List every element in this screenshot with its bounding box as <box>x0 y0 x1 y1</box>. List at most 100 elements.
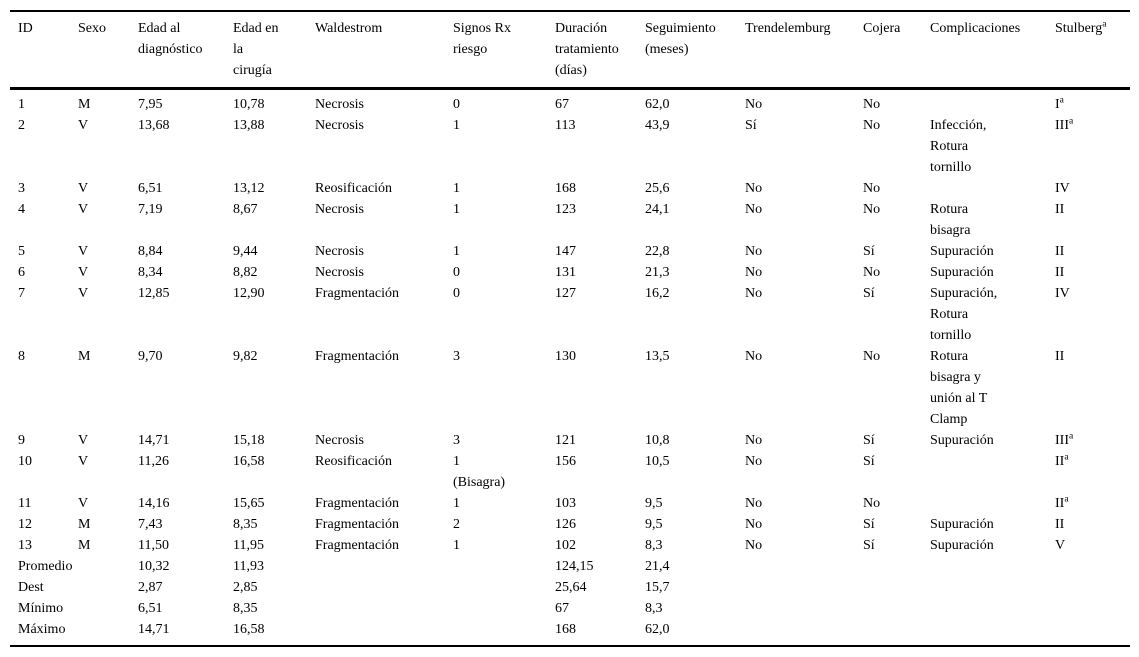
table-cell <box>737 577 855 598</box>
table-cell: II <box>1055 244 1065 259</box>
table-row: 5 V 8,84 9,44 Necrosis 1 147 22,8 No Sí Supuración… <box>10 241 1130 262</box>
column-header: Stulberga <box>1055 19 1107 36</box>
table-cell: No <box>745 349 763 364</box>
table-cell: 7,95 <box>138 97 163 112</box>
table-cell: IIa <box>1055 494 1069 511</box>
table-cell: II <box>1055 517 1065 532</box>
table-cell: 16,58 <box>233 622 265 637</box>
table-cell: 4 <box>18 202 25 217</box>
table-cell: Fragmentación <box>315 517 399 532</box>
table-cell <box>855 619 922 646</box>
column-header: Seguimiento (meses) <box>645 21 716 57</box>
table-cell: No <box>863 265 881 280</box>
table-cell: 67 <box>555 97 569 112</box>
table-cell: 11,26 <box>138 454 169 469</box>
table-cell: No <box>863 181 881 196</box>
table-row: 9 V 14,71 15,18 Necrosis 3 121 10,8 No Sí Supuraci… <box>10 430 1130 451</box>
table-cell: 3 <box>453 433 460 448</box>
table-cell: Sí <box>745 118 757 133</box>
table-row: 6 V 8,34 8,82 Necrosis 0 131 21,3 No No Supuración… <box>10 262 1130 283</box>
table-cell: 3 <box>453 349 460 364</box>
table-cell: Rotura bisagra y unión al T Clamp <box>930 349 988 427</box>
footnote-marker: a <box>1064 452 1069 463</box>
table-cell: 12,85 <box>138 286 170 301</box>
table-cell: 10,32 <box>138 559 170 574</box>
table-cell: 12 <box>18 517 32 532</box>
table-row: 12 M 7,43 8,35 Fragmentación 2 126 9,5 No Sí Supur… <box>10 514 1130 535</box>
table-cell: Sí <box>863 538 875 553</box>
table-cell: 13,68 <box>138 118 170 133</box>
table-cell: Infección, Rotura tornillo <box>930 118 987 175</box>
footnote-marker: a <box>1069 116 1074 127</box>
table-cell <box>307 556 445 577</box>
table-cell: No <box>745 496 763 511</box>
table-cell <box>1047 619 1130 646</box>
table-cell: IIIa <box>1055 116 1074 133</box>
table-cell <box>922 619 1047 646</box>
table-cell: V <box>78 433 89 448</box>
table-cell: No <box>863 97 881 112</box>
table-cell: IV <box>1055 286 1070 301</box>
table-cell: 22,8 <box>645 244 670 259</box>
table-cell: Necrosis <box>315 118 364 133</box>
footnote-marker: a <box>1059 95 1064 106</box>
patient-data-table: ID Sexo Edad al diagnóstico Edad en la ciru… <box>10 10 1130 647</box>
table-cell <box>1047 577 1130 598</box>
table-cell: Sí <box>863 244 875 259</box>
table-cell: Fragmentación <box>315 286 399 301</box>
table-cell: 8,34 <box>138 265 163 280</box>
table-cell: 8,35 <box>233 601 258 616</box>
column-header: Complicaciones <box>930 21 1021 36</box>
table-cell: No <box>745 244 763 259</box>
table-row: Máximo 14,71 16,58 168 62,0 <box>10 619 1130 646</box>
table-cell: 13,12 <box>233 181 265 196</box>
table-cell: No <box>745 454 763 469</box>
table-cell: 3 <box>18 181 25 196</box>
table-cell: No <box>745 97 763 112</box>
table-cell: 14,71 <box>138 622 170 637</box>
table-cell: 16,2 <box>645 286 670 301</box>
table-cell: 21,3 <box>645 265 670 280</box>
table-cell <box>737 598 855 619</box>
table-cell <box>737 619 855 646</box>
table-cell: No <box>745 181 763 196</box>
table-cell <box>737 556 855 577</box>
table-cell: Ia <box>1055 95 1064 112</box>
table-cell: 13,5 <box>645 349 670 364</box>
footnote-marker: a <box>1102 19 1107 30</box>
table-row: 11 V 14,16 15,65 Fragmentación 1 103 9,5 No No IIa <box>10 493 1130 514</box>
table-cell: 2,85 <box>233 580 258 595</box>
table-cell <box>307 598 445 619</box>
table-row: Dest 2,87 2,85 25,64 15,7 <box>10 577 1130 598</box>
column-header: Waldestrom <box>315 21 383 36</box>
table-cell: V <box>78 202 89 217</box>
table-row: 1 M 7,95 10,78 Necrosis 0 67 62,0 No No Ia <box>10 89 1130 116</box>
table-cell: 9 <box>18 433 25 448</box>
table-cell: 24,1 <box>645 202 670 217</box>
table-cell: 11,93 <box>233 559 264 574</box>
table-cell: Promedio <box>18 559 73 574</box>
table-cell: V <box>78 286 89 301</box>
table-cell: 13,88 <box>233 118 265 133</box>
table-cell: 9,5 <box>645 517 663 532</box>
table-cell: 156 <box>555 454 576 469</box>
table-cell: V <box>78 118 89 133</box>
table-cell: 8,35 <box>233 517 258 532</box>
table-cell: 7,19 <box>138 202 163 217</box>
table-cell: 10 <box>18 454 32 469</box>
table-cell: 13 <box>18 538 32 553</box>
table-cell: 14,71 <box>138 433 170 448</box>
table-cell: Necrosis <box>315 244 364 259</box>
table-cell: Sí <box>863 454 875 469</box>
table-cell: Mínimo <box>18 601 64 616</box>
table-cell: V <box>78 496 89 511</box>
table-cell: Supuración, Rotura tornillo <box>930 286 998 343</box>
table-header-row: ID Sexo Edad al diagnóstico Edad en la ciru… <box>10 11 1130 89</box>
table-cell: Supuración <box>930 265 994 280</box>
table-cell: Sí <box>863 517 875 532</box>
table-cell: V <box>78 265 89 280</box>
table-cell <box>855 598 922 619</box>
table-cell <box>922 493 1047 514</box>
table-cell: 1 <box>18 97 25 112</box>
table-cell: 6,51 <box>138 181 163 196</box>
